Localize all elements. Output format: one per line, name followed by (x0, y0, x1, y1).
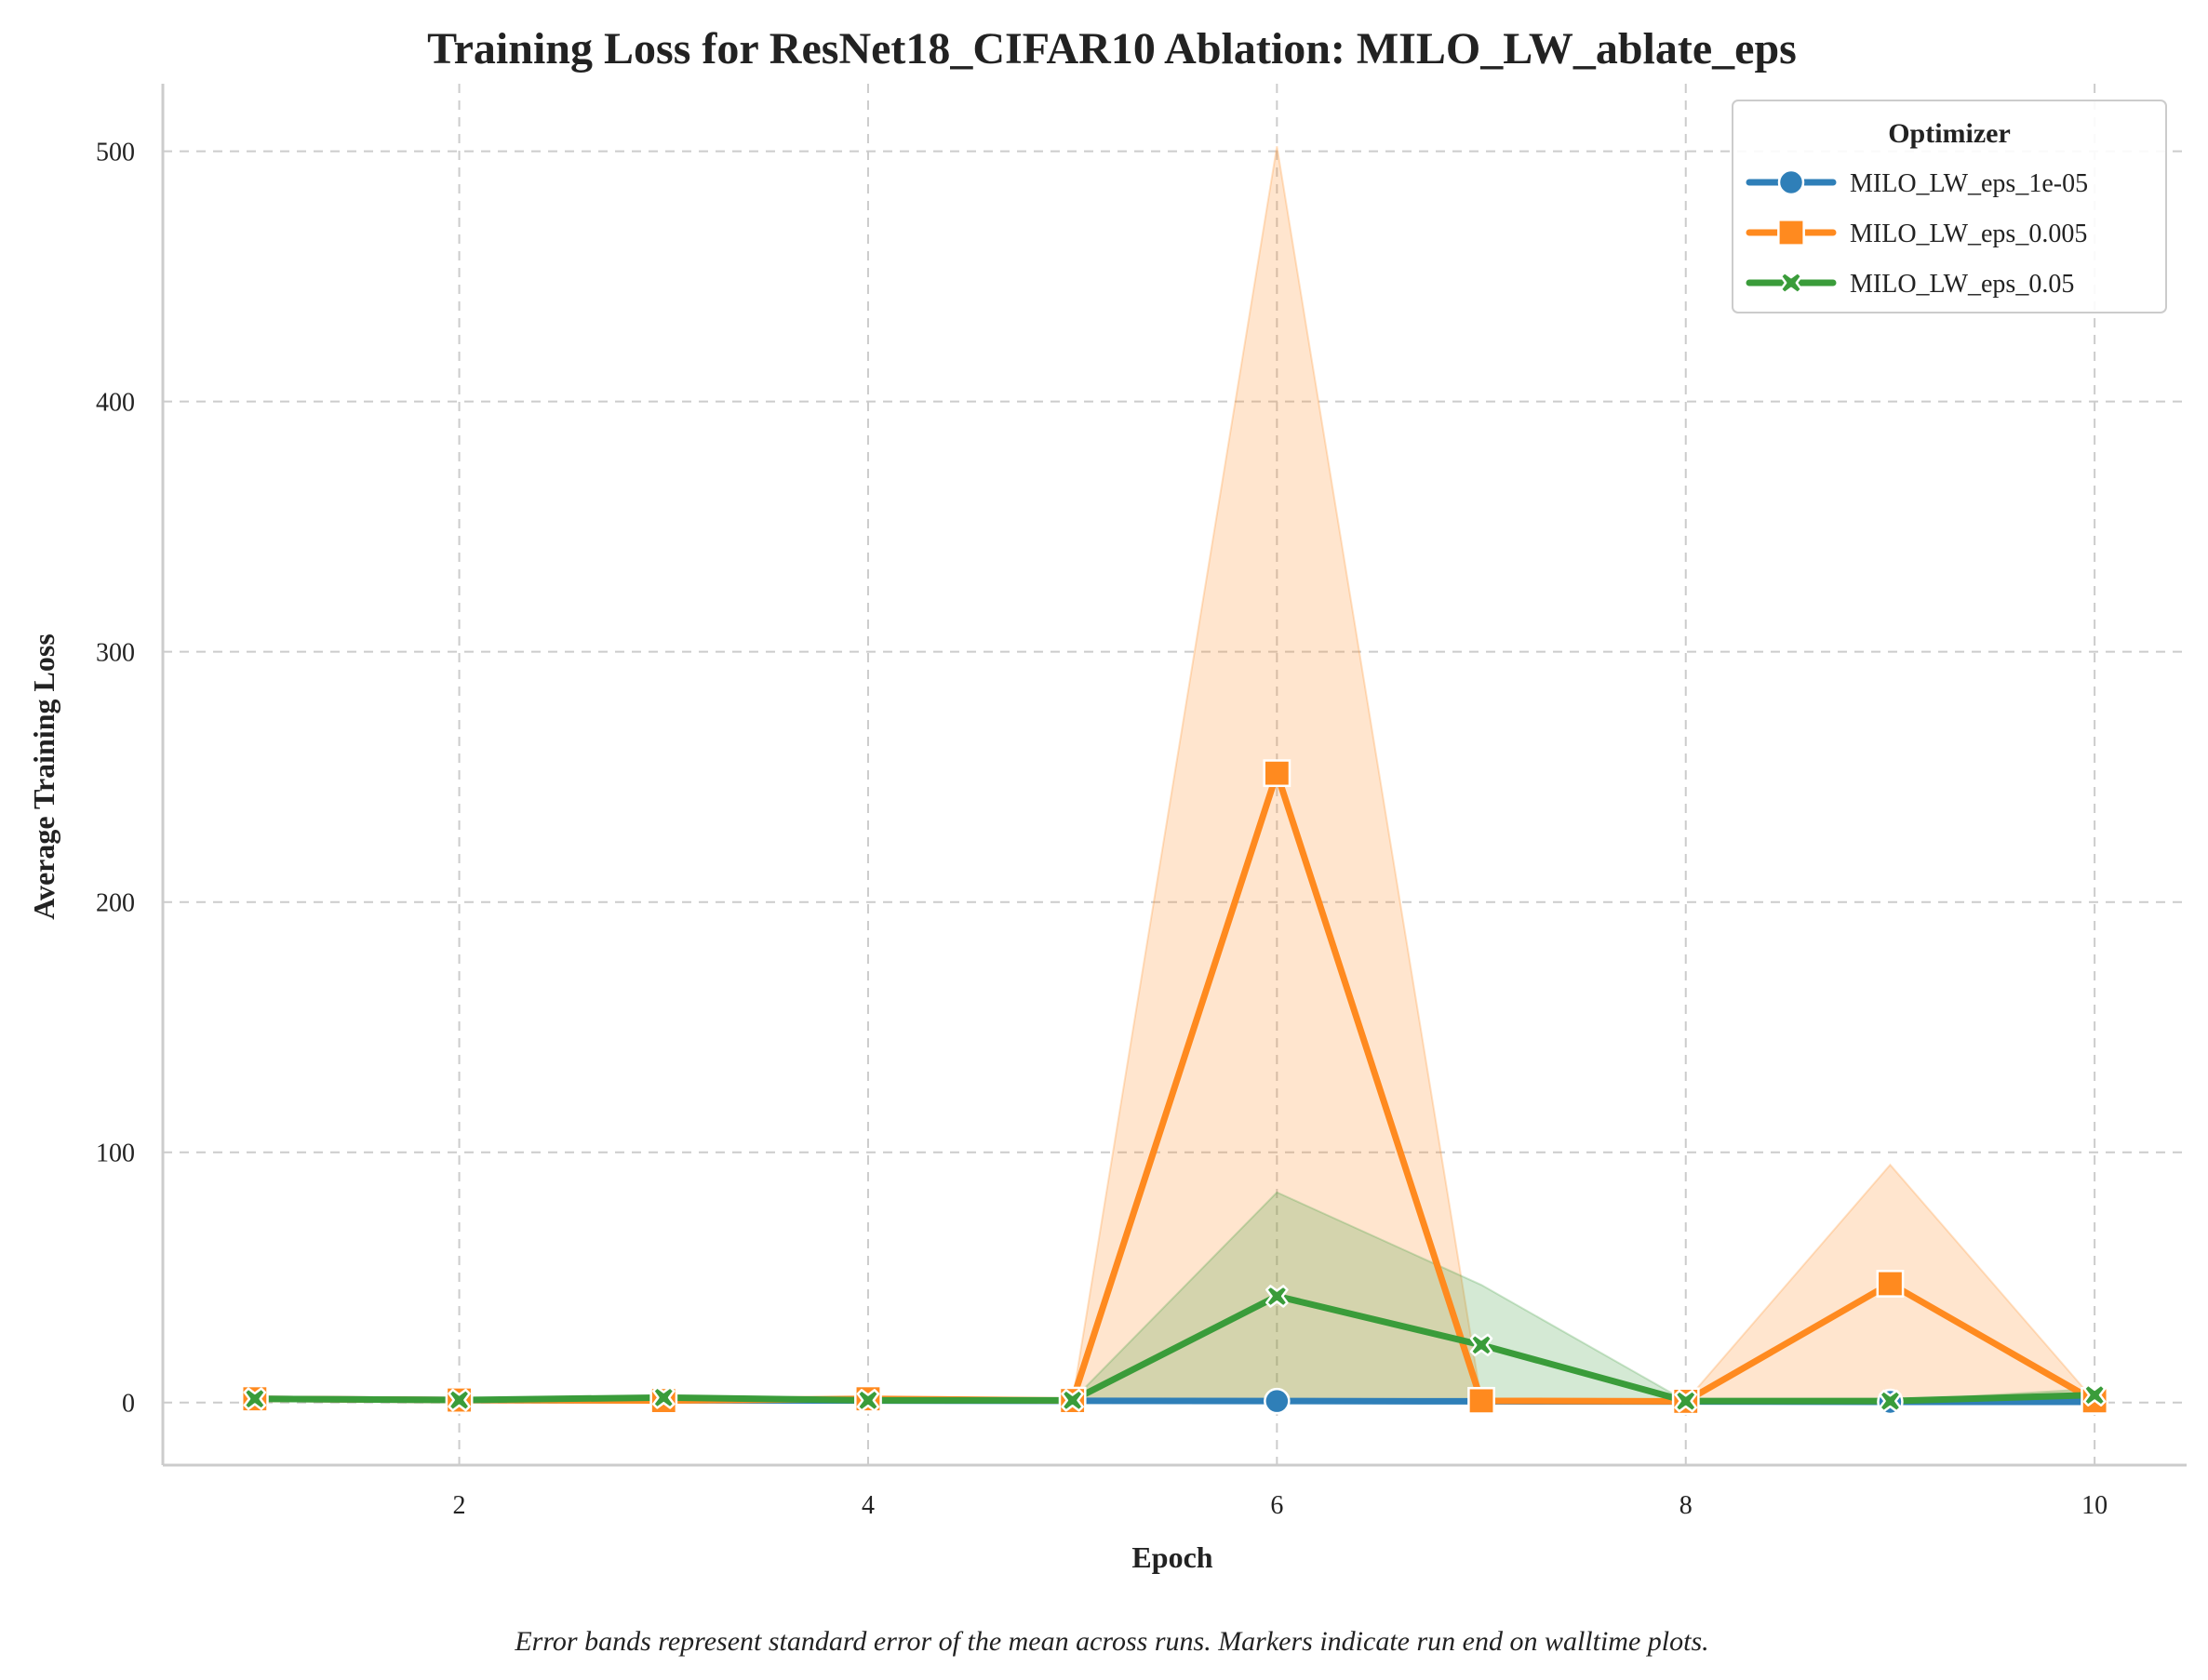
legend-box (1732, 100, 2167, 313)
y-tick-label-500: 500 (96, 139, 135, 167)
marker-series-3-epoch-6 (1265, 1285, 1289, 1308)
x-axis-label: Epoch (1131, 1540, 1212, 1574)
legend-title: Optimizer (1888, 118, 2011, 149)
x-tick-label-10: 10 (2081, 1491, 2108, 1520)
marker-series-3-epoch-8 (1674, 1389, 1698, 1413)
y-tick-label-100: 100 (96, 1140, 135, 1168)
chart-title: Training Loss for ResNet18_CIFAR10 Ablat… (427, 24, 1797, 73)
x-tick-label-2: 2 (453, 1491, 466, 1520)
series-line-3 (251, 1292, 2098, 1405)
y-axis-label: Average Training Loss (27, 633, 60, 920)
marker-series-2-epoch-9 (1876, 1270, 1905, 1298)
x-tick-label-4: 4 (862, 1491, 875, 1520)
legend: Optimizer MILO_LW_eps_1e-05 MILO_LW_eps_0.… (1732, 100, 2167, 313)
legend-label-3: MILO_LW_eps_0.05 (1850, 270, 2074, 299)
y-tick-label-300: 300 (96, 639, 135, 668)
y-tick-label-400: 400 (96, 389, 135, 418)
marker-series-3-epoch-1 (243, 1387, 267, 1411)
marker-series-3-epoch-10 (2082, 1383, 2107, 1407)
marker-series-3-epoch-3 (651, 1386, 676, 1409)
legend-swatch-marker-3 (1779, 271, 1803, 295)
marker-series-3-epoch-4 (856, 1389, 880, 1412)
marker-series-2-epoch-6 (1263, 759, 1291, 788)
chart-caption: Error bands represent standard error of … (514, 1626, 1708, 1657)
legend-swatch-marker-1 (1777, 168, 1805, 196)
marker-series-3-epoch-7 (1469, 1333, 1493, 1357)
legend-label-1: MILO_LW_eps_1e-05 (1850, 169, 2088, 198)
error-bands (254, 146, 2097, 1403)
y-tick-label-200: 200 (96, 889, 135, 918)
series-lines (251, 769, 2098, 1406)
x-tick-label-6: 6 (1270, 1491, 1283, 1520)
legend-swatch-marker-2 (1777, 219, 1805, 247)
y-tick-label-0: 0 (122, 1390, 135, 1419)
series-markers (240, 759, 2109, 1416)
error-band-series-2 (254, 146, 2097, 1403)
legend-label-2: MILO_LW_eps_0.005 (1850, 220, 2087, 248)
marker-series-1-epoch-6 (1264, 1387, 1291, 1415)
marker-series-3-epoch-9 (1879, 1389, 1902, 1413)
marker-series-3-epoch-5 (1061, 1389, 1084, 1412)
marker-series-3-epoch-2 (448, 1388, 471, 1412)
axes (161, 84, 2187, 1467)
marker-series-2-epoch-7 (1467, 1386, 1495, 1415)
x-tick-label-8: 8 (1679, 1491, 1693, 1520)
